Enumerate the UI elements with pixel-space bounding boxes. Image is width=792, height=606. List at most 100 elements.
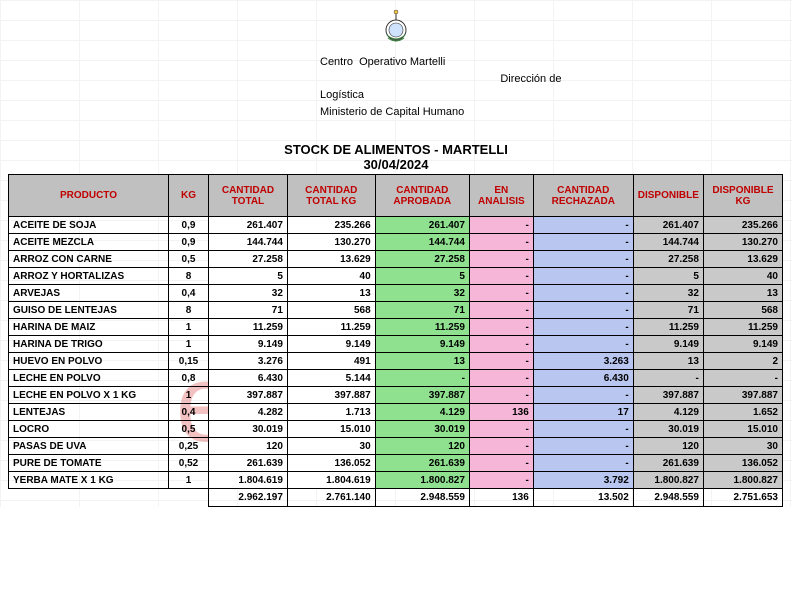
cell: 5	[375, 268, 469, 285]
col-kg: KG	[169, 175, 209, 217]
col-aprobada: CANTIDAD APROBADA	[375, 175, 469, 217]
cell: 491	[287, 353, 375, 370]
cell: 0,8	[169, 370, 209, 387]
cell: 120	[633, 438, 703, 455]
cell: -	[533, 387, 633, 404]
cell: 1.804.619	[287, 472, 375, 489]
table-row: LECHE EN POLVO X 1 KG1397.887397.887397.…	[9, 387, 783, 404]
cell: -	[533, 234, 633, 251]
letterhead-line-3: Logística	[320, 87, 570, 104]
cell: 27.258	[209, 251, 288, 268]
cell: -	[469, 353, 533, 370]
cell: -	[533, 421, 633, 438]
total-di: 2.948.559	[633, 489, 703, 507]
cell: 17	[533, 404, 633, 421]
cell: 1	[169, 472, 209, 489]
cell: 13.629	[287, 251, 375, 268]
table-row: HARINA DE TRIGO19.1499.1499.149--9.1499.…	[9, 336, 783, 353]
cell: 0,5	[169, 251, 209, 268]
cell: 30.019	[633, 421, 703, 438]
cell: 261.639	[375, 455, 469, 472]
cell: -	[533, 336, 633, 353]
cell: 397.887	[375, 387, 469, 404]
cell: -	[533, 319, 633, 336]
table-row: LECHE EN POLVO0,86.4305.144--6.430--	[9, 370, 783, 387]
cell: 30	[287, 438, 375, 455]
cell: 136	[469, 404, 533, 421]
cell: 144.744	[633, 234, 703, 251]
cell: 144.744	[209, 234, 288, 251]
cell: 1	[169, 319, 209, 336]
cell: 568	[703, 302, 782, 319]
cell: -	[633, 370, 703, 387]
cell: 1.652	[703, 404, 782, 421]
cell: 9.149	[287, 336, 375, 353]
cell: 30.019	[209, 421, 288, 438]
total-ctkg: 2.761.140	[287, 489, 375, 507]
cell: -	[533, 285, 633, 302]
cell: 40	[287, 268, 375, 285]
cell: -	[469, 370, 533, 387]
cell: 0,52	[169, 455, 209, 472]
col-disponible: DISPONIBLE	[633, 175, 703, 217]
cell: 0,4	[169, 404, 209, 421]
letterhead-line-1: Centro Operativo Martelli	[320, 54, 570, 71]
cell: 11.259	[703, 319, 782, 336]
cell: LECHE EN POLVO	[9, 370, 169, 387]
table-row: HUEVO EN POLVO0,153.27649113-3.263132	[9, 353, 783, 370]
cell: 1	[169, 387, 209, 404]
cell: 3.792	[533, 472, 633, 489]
cell: YERBA MATE X 1 KG	[9, 472, 169, 489]
cell: 130.270	[287, 234, 375, 251]
cell: 11.259	[375, 319, 469, 336]
cell: 261.407	[209, 217, 288, 234]
cell: ACEITE MEZCLA	[9, 234, 169, 251]
cell: -	[533, 438, 633, 455]
cell: 235.266	[703, 217, 782, 234]
cell: ACEITE DE SOJA	[9, 217, 169, 234]
cell: -	[469, 251, 533, 268]
cell: LOCRO	[9, 421, 169, 438]
cell: 32	[633, 285, 703, 302]
table-row: ACEITE MEZCLA0,9144.744130.270144.744--1…	[9, 234, 783, 251]
cell: 11.259	[633, 319, 703, 336]
cell: 0,5	[169, 421, 209, 438]
cell: 144.744	[375, 234, 469, 251]
cell: 30.019	[375, 421, 469, 438]
cell: 27.258	[375, 251, 469, 268]
cell: 1.804.619	[209, 472, 288, 489]
cell: HUEVO EN POLVO	[9, 353, 169, 370]
cell: 15.010	[287, 421, 375, 438]
cell: 3.263	[533, 353, 633, 370]
cell: 136.052	[703, 455, 782, 472]
cell: 0,4	[169, 285, 209, 302]
cell: 1.713	[287, 404, 375, 421]
cell: 0,9	[169, 217, 209, 234]
cell: 397.887	[209, 387, 288, 404]
cell: 397.887	[633, 387, 703, 404]
cell: 71	[375, 302, 469, 319]
cell: 130.270	[703, 234, 782, 251]
cell: 2	[703, 353, 782, 370]
cell: 8	[169, 268, 209, 285]
cell: -	[469, 336, 533, 353]
total-re: 13.502	[533, 489, 633, 507]
cell: 13	[703, 285, 782, 302]
cell: 261.407	[633, 217, 703, 234]
cell: 0,9	[169, 234, 209, 251]
cell: 4.129	[375, 404, 469, 421]
col-producto: PRODUCTO	[9, 175, 169, 217]
cell: -	[469, 302, 533, 319]
cell: 397.887	[287, 387, 375, 404]
cell: PURE DE TOMATE	[9, 455, 169, 472]
cell: 32	[375, 285, 469, 302]
cell: -	[469, 268, 533, 285]
cell: HARINA DE MAIZ	[9, 319, 169, 336]
cell: -	[469, 285, 533, 302]
table-row: GUISO DE LENTEJAS87156871--71568	[9, 302, 783, 319]
cell: -	[469, 217, 533, 234]
cell: 6.430	[209, 370, 288, 387]
cell: ARROZ CON CARNE	[9, 251, 169, 268]
cell: 11.259	[287, 319, 375, 336]
cell: LENTEJAS	[9, 404, 169, 421]
